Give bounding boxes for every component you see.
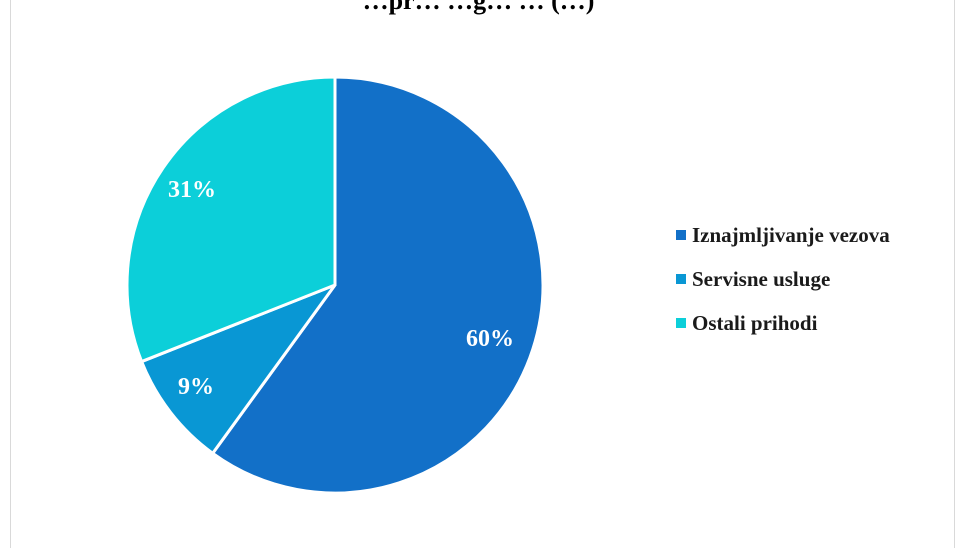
- data-label-servisne-usluge: 9%: [178, 374, 214, 400]
- legend-label-servisne-usluge: Servisne usluge: [692, 266, 831, 291]
- chart-frame: [10, 0, 955, 548]
- data-label-iznajmljivanje-vezova: 60%: [466, 326, 514, 352]
- legend-label-ostali-prihodi: Ostali prihodi: [692, 310, 818, 335]
- legend-swatch-iznajmljivanje-vezova: [676, 230, 686, 240]
- legend-item-iznajmljivanje-vezova: Iznajmljivanje vezova: [676, 223, 890, 247]
- chart-title: …pr… …g… … (…): [362, 0, 595, 15]
- pie-slice-servisne-usluge: [140, 283, 337, 455]
- pie-slice-iznajmljivanje-vezova: [211, 75, 545, 495]
- legend-swatch-ostali-prihodi: [676, 318, 686, 328]
- data-label-ostali-prihodi: 31%: [168, 177, 216, 203]
- legend-item-ostali-prihodi: Ostali prihodi: [676, 311, 890, 335]
- pie-slice-ostali-prihodi: [125, 75, 337, 364]
- legend-swatch-servisne-usluge: [676, 274, 686, 284]
- legend-item-servisne-usluge: Servisne usluge: [676, 267, 890, 291]
- legend-label-iznajmljivanje-vezova: Iznajmljivanje vezova: [692, 222, 890, 247]
- legend: Iznajmljivanje vezova Servisne usluge Os…: [676, 223, 890, 355]
